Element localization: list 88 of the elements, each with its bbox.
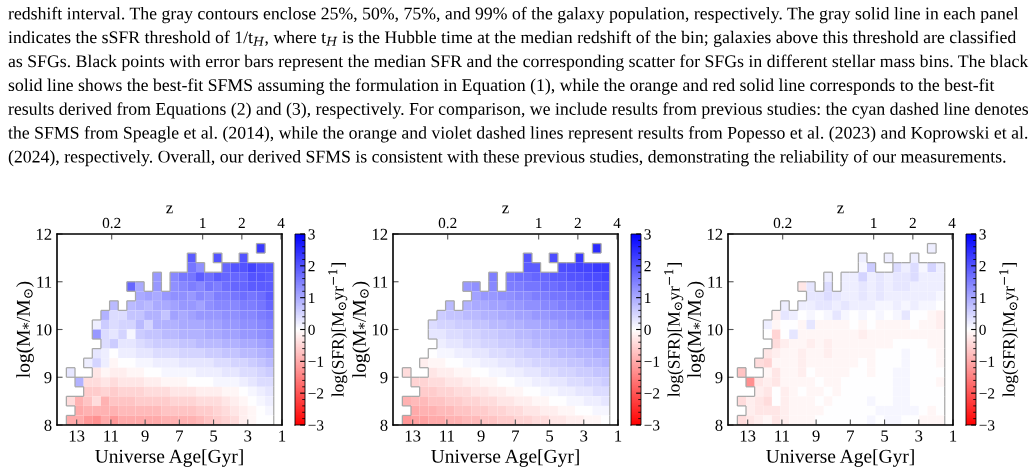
x2-tick-label: 4 — [277, 217, 285, 228]
color-bar-label: 1 — [980, 292, 986, 303]
x-tick-label: 3 — [244, 430, 252, 442]
y-axis-title: log(M$_{*}$/M$_{⊙}$) — [687, 281, 705, 378]
y-axis-title: log(M$_{*}$/M$_{⊙}$) — [352, 281, 370, 378]
color-bar-title: log(SFR)[M$_{⊙}$yr$^{−1}$] — [328, 263, 348, 397]
text: as SFGs. Black points with error bars represent the median SFR and the corresponding scatter for SFGs in different stellar mass bins. The black — [8, 54, 1029, 71]
x-tick-label: 9 — [141, 430, 149, 442]
color-bar-label: 1 — [645, 292, 651, 303]
x2-tick-label: 2 — [238, 217, 245, 228]
x2-tick-label: 0.2 — [773, 217, 792, 229]
x-axis-title: Universe Age[Gyr] — [431, 449, 579, 467]
x2-tick-label: 2 — [909, 217, 916, 228]
color-bar-label: −1 — [644, 356, 660, 367]
color-bar-label: 1 — [309, 292, 315, 303]
text: redshift interval. The gray contours enclose 25%, 50%, 75%, and 99% of the galaxy population, respectively. The gray solid line in each panel — [8, 6, 1019, 24]
y-tick-label: 9 — [715, 372, 723, 384]
x2-tick-label: 0.2 — [438, 217, 457, 229]
x2-tick-label: 1 — [871, 217, 877, 228]
y-tick-label: 10 — [36, 324, 52, 336]
x2-tick-label: 4 — [948, 217, 956, 228]
y-tick-label: 8 — [44, 419, 52, 431]
y-axis-title: log(M$_{*}$/M$_{⊙}$) — [16, 281, 34, 378]
color-bar-label: −2 — [979, 388, 995, 399]
x-tick-label: 1 — [950, 430, 957, 442]
x-axis-title: Universe Age[Gyr] — [766, 449, 914, 467]
y-tick-label: 12 — [36, 228, 52, 240]
x-tick-label: 1 — [615, 430, 622, 442]
color-bar-label: −1 — [308, 356, 324, 367]
color-bar-label: 3 — [308, 229, 315, 240]
x2-axis-title: z — [166, 205, 173, 214]
y-tick-label: 11 — [708, 276, 723, 288]
text: the SFMS from Speagle et al. (2014), while the orange and violet dashed lines represent results from Popesso et al. (2023) and Koprowski et al. — [8, 126, 1028, 143]
color-bar-title: log(SFR)[M$_{⊙}$yr$^{−1}$] — [999, 263, 1019, 397]
y-tick-label: 8 — [380, 419, 388, 431]
color-bar-label: 0 — [979, 324, 986, 335]
color-bar-label: 3 — [644, 229, 651, 240]
x-tick-label: 5 — [546, 430, 554, 442]
color-bar-label: 0 — [644, 324, 651, 335]
text: indicates the sSFR threshold of 1/t$_{H}$, where t$_{H}$ is the Hubble time at the median redshift of the bin; galaxies above this threshold are classified — [8, 30, 1017, 47]
x2-tick-label: 1 — [200, 217, 206, 228]
y-tick-label: 11 — [373, 276, 388, 288]
color-bar-label: −3 — [979, 420, 995, 431]
x-tick-label: 13 — [405, 430, 421, 442]
x-tick-label: 7 — [512, 430, 520, 442]
x-axis-title: Universe Age[Gyr] — [95, 449, 243, 467]
x-tick-label: 13 — [740, 430, 756, 442]
color-bar-label: −3 — [308, 420, 324, 431]
x2-axis-title: z — [502, 205, 509, 214]
color-bar-label: −2 — [308, 388, 324, 399]
y-tick-label: 10 — [372, 324, 388, 336]
color-bar-label: 3 — [979, 229, 986, 240]
y-tick-label: 9 — [44, 372, 52, 384]
color-bar-title: log(SFR)[M$_{⊙}$yr$^{−1}$] — [664, 263, 684, 397]
x-tick-label: 7 — [847, 430, 855, 442]
y-tick-label: 8 — [715, 419, 723, 431]
x-tick-label: 11 — [775, 430, 789, 442]
y-tick-label: 12 — [707, 228, 723, 240]
x-tick-label: 3 — [915, 430, 923, 442]
y-tick-label: 12 — [372, 228, 388, 240]
x-tick-label: 3 — [580, 430, 588, 442]
x-tick-label: 13 — [69, 430, 85, 442]
text: solid line shows the best-fit SFMS assuming the formulation in Equation (1), while the orange and red solid line corresponds to the best-fit — [8, 78, 995, 95]
x-tick-label: 5 — [210, 430, 218, 442]
text: (2024), respectively. Overall, our derived SFMS is consistent with these previous studies, demonstrating the reliability of our measurements. — [8, 149, 1006, 167]
x2-tick-label: 0.2 — [102, 217, 121, 229]
color-bar-label: 0 — [308, 324, 315, 335]
y-tick-label: 11 — [37, 276, 52, 288]
color-bar-label: 2 — [644, 261, 651, 272]
x-tick-label: 11 — [440, 430, 454, 442]
x-tick-label: 1 — [279, 430, 286, 442]
x-tick-label: 11 — [104, 430, 118, 442]
y-tick-label: 9 — [380, 372, 388, 384]
x-tick-label: 9 — [812, 430, 820, 442]
color-bar-label: −2 — [644, 388, 660, 399]
x-tick-label: 7 — [176, 430, 184, 442]
color-bar-label: 2 — [979, 261, 986, 272]
x2-tick-label: 2 — [574, 217, 581, 228]
color-bar-label: −3 — [644, 420, 660, 431]
x2-tick-label: 4 — [613, 217, 621, 228]
y-tick-label: 10 — [707, 324, 723, 336]
x2-axis-title: z — [837, 205, 844, 214]
text: results derived from Equations (2) and (3), respectively. For comparison, we include results from previous studies: the cyan dashed line denotes — [8, 102, 1029, 119]
x-tick-label: 9 — [477, 430, 485, 442]
x-tick-label: 5 — [881, 430, 889, 442]
color-bar-label: −1 — [979, 356, 995, 367]
color-bar-label: 2 — [308, 261, 315, 272]
x2-tick-label: 1 — [536, 217, 542, 228]
